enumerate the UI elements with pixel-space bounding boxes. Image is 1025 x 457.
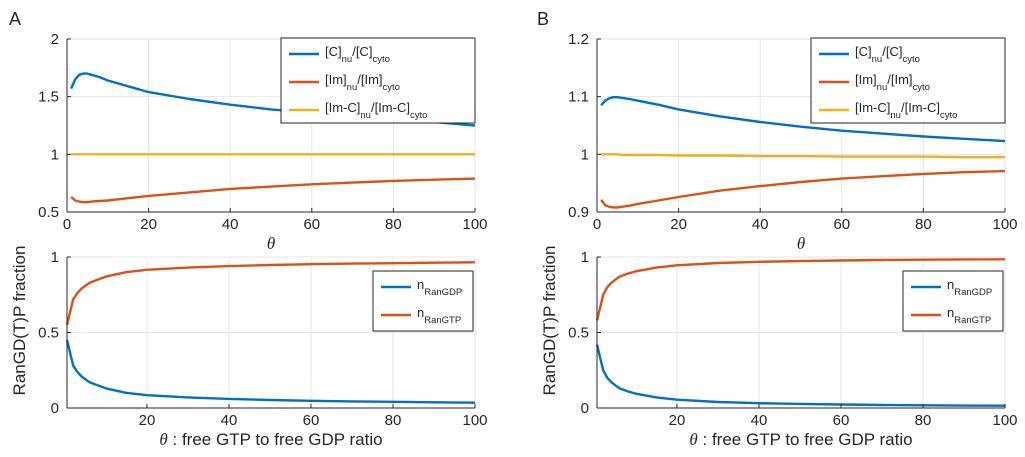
panel-letter-a: A <box>9 9 21 29</box>
legend-entry: [C]nu/[C]cyto <box>325 44 390 65</box>
legend: nRanGDP nRanGTP <box>902 270 1004 332</box>
legend-box <box>902 270 1004 332</box>
x-tick-label: 80 <box>915 216 932 233</box>
y-tick-label: 0.5 <box>568 325 589 342</box>
legend-entry: nRanGTP <box>417 305 461 326</box>
x-tick-label: 20 <box>140 216 157 233</box>
series-line-blue <box>595 344 1006 407</box>
x-tick-label: 80 <box>385 216 402 233</box>
y-tick-label: 0 <box>581 400 589 417</box>
x-axis-label: θ : free GTP to free GDP ratio <box>159 430 382 449</box>
y-axis-label: RanGD(T)P fraction <box>10 246 29 396</box>
x-tick-label: 0 <box>593 216 601 233</box>
x-tick-label: 40 <box>222 216 239 233</box>
x-tick-label: 20 <box>139 412 156 429</box>
y-tick-label: 0 <box>51 400 59 417</box>
y-tick-label: 0.5 <box>38 325 59 342</box>
y-tick-label: 1 <box>581 249 589 266</box>
x-tick-label: 80 <box>385 412 402 429</box>
panel-letter-b: B <box>537 9 549 29</box>
legend-entry: [Im-C]nu/[Im-C]cyto <box>325 100 427 121</box>
x-tick-label: 100 <box>462 216 487 233</box>
y-tick-label: 1.1 <box>568 89 589 106</box>
legend-entry: [Im]nu/[Im]cyto <box>855 72 930 93</box>
chart-panel-b-bottom: 20 40 60 80 100 0 0.5 1 θ : free GTP to free GDP… <box>540 246 1018 449</box>
legend-entry: nRanGTP <box>947 305 991 326</box>
series-line-blue <box>600 95 1006 143</box>
x-tick-label: 60 <box>303 412 320 429</box>
y-tick-label: 1 <box>581 146 589 163</box>
series-line-orange <box>65 261 476 326</box>
x-tick-label: 40 <box>752 216 769 233</box>
x-tick-label: 20 <box>670 216 687 233</box>
x-tick-label: 60 <box>303 216 320 233</box>
legend-entry: [Im-C]nu/[Im-C]cyto <box>855 100 957 121</box>
y-tick-label: 2 <box>51 31 59 48</box>
legend-entry: [Im]nu/[Im]cyto <box>325 72 400 93</box>
y-tick-label: 0.5 <box>38 204 59 221</box>
x-tick-label: 100 <box>992 412 1017 429</box>
x-tick-label: 100 <box>462 412 487 429</box>
x-axis-label: θ <box>267 234 275 253</box>
legend: nRanGDP nRanGTP <box>372 270 474 332</box>
x-tick-label: 20 <box>669 412 686 429</box>
legend: [C]nu/[C]cyto [Im]nu/[Im]cyto [Im-C]nu/[Im… <box>810 37 1006 124</box>
series-line-blue <box>65 339 476 404</box>
x-axis-label: θ : free GTP to free GDP ratio <box>689 430 912 449</box>
x-tick-label: 60 <box>833 412 850 429</box>
x-tick-label: 40 <box>221 412 238 429</box>
legend: [C]nu/[C]cyto [Im]nu/[Im]cyto [Im-C]nu/[Im… <box>280 37 476 124</box>
x-tick-label: 100 <box>992 216 1017 233</box>
legend-entry: nRanGDP <box>417 277 462 298</box>
y-tick-label: 1 <box>51 249 59 266</box>
chart-panel-a-top: 0 20 40 60 80 100 0.5 1 1.5 2 θ [C]nu/[C]cyto [Im]nu… <box>38 31 487 253</box>
y-axis-label: RanGD(T)P fraction <box>540 246 559 396</box>
series-line-orange <box>595 258 1006 321</box>
y-tick-label: 0.9 <box>568 204 589 221</box>
y-tick-label: 1.5 <box>38 89 59 106</box>
x-tick-label: 60 <box>833 216 850 233</box>
legend-entry: nRanGDP <box>947 277 992 298</box>
x-axis-label: θ <box>797 234 805 253</box>
x-tick-label: 80 <box>915 412 932 429</box>
y-tick-label: 1.2 <box>568 31 589 48</box>
legend-box <box>372 270 474 332</box>
legend-entry: [C]nu/[C]cyto <box>855 44 920 65</box>
series-line-yellow <box>601 153 1005 159</box>
x-tick-label: 40 <box>751 412 768 429</box>
chart-panel-b-top: 0 20 40 60 80 100 0.9 1 1.1 1.2 θ [C]nu/[C]cyto [Im]… <box>568 31 1017 253</box>
series-line-orange <box>600 169 1006 209</box>
y-tick-label: 1 <box>51 146 59 163</box>
chart-panel-a-bottom: 20 40 60 80 100 0 0.5 1 θ : free GTP to free GDP… <box>10 246 488 449</box>
x-tick-label: 0 <box>63 216 71 233</box>
series-line-orange <box>70 177 476 204</box>
